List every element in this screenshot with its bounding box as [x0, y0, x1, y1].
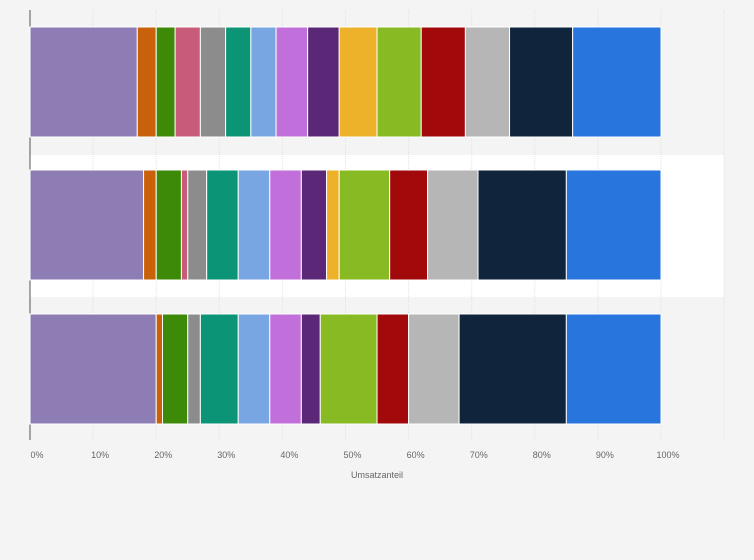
bar-segment-row3-series15[interactable] — [565, 313, 662, 425]
bar-segment-row3-series5[interactable] — [187, 313, 201, 425]
bar-segment-row1-series9[interactable] — [307, 26, 340, 138]
bar-segment-row2-series15[interactable] — [565, 169, 662, 281]
bar-segment-row3-series1[interactable] — [29, 313, 157, 425]
bar-segment-row2-series12[interactable] — [389, 169, 429, 281]
bar-segment-row3-series6[interactable] — [199, 313, 239, 425]
bar-segment-row3-series13[interactable] — [408, 313, 460, 425]
bar-segment-row1-series2[interactable] — [136, 26, 157, 138]
bar-segment-row2-series7[interactable] — [237, 169, 271, 281]
bar-segment-row1-series7[interactable] — [250, 26, 277, 138]
bar-segment-row1-series1[interactable] — [29, 26, 138, 138]
bars — [29, 26, 662, 425]
bar-segment-row2-series2[interactable] — [143, 169, 157, 281]
x-tick-label: 40% — [280, 450, 298, 460]
bar-segment-row1-series5[interactable] — [199, 26, 227, 138]
bar-segment-row3-series11[interactable] — [319, 313, 378, 425]
bar-segment-row2-series10[interactable] — [326, 169, 340, 281]
bar-segment-row2-series4[interactable] — [180, 169, 189, 281]
bar-segment-row1-series6[interactable] — [225, 26, 252, 138]
x-tick-labels: 0% 10% 20% 30% 40% 50% 60% 70% 80% 90% 100% — [30, 450, 679, 460]
bar-segment-row2-series9[interactable] — [300, 169, 328, 281]
x-tick-label: 10% — [91, 450, 109, 460]
bar-segment-row2-series5[interactable] — [187, 169, 208, 281]
x-tick-label: 90% — [596, 450, 614, 460]
bar-segment-row1-series8[interactable] — [275, 26, 309, 138]
bar-segment-row2-series6[interactable] — [206, 169, 239, 281]
x-tick-label: 20% — [154, 450, 172, 460]
bar-segment-row3-series9[interactable] — [300, 313, 321, 425]
bar-segment-row2-series8[interactable] — [269, 169, 302, 281]
bar-segment-row1-series13[interactable] — [464, 26, 511, 138]
x-tick-label: 80% — [533, 450, 551, 460]
bar-segment-row1-series4[interactable] — [174, 26, 201, 138]
bar-segment-row1-series11[interactable] — [376, 26, 422, 138]
bar-segment-row1-series10[interactable] — [338, 26, 378, 138]
bar-segment-row2-series1[interactable] — [29, 169, 145, 281]
x-tick-label: 0% — [30, 450, 43, 460]
bar-segment-row2-series3[interactable] — [155, 169, 182, 281]
x-tick-label: 30% — [217, 450, 235, 460]
bar-segment-row3-series2[interactable] — [155, 313, 164, 425]
bar-segment-row3-series7[interactable] — [237, 313, 271, 425]
bar-segment-row3-series8[interactable] — [269, 313, 302, 425]
bar-segment-row3-series14[interactable] — [458, 313, 567, 425]
x-tick-label: 70% — [470, 450, 488, 460]
x-tick-label: 100% — [656, 450, 679, 460]
bar-segment-row3-series12[interactable] — [376, 313, 410, 425]
bar-segment-row1-series3[interactable] — [155, 26, 176, 138]
x-tick-label: 50% — [343, 450, 361, 460]
bar-segment-row2-series11[interactable] — [338, 169, 391, 281]
bar-segment-row1-series14[interactable] — [509, 26, 574, 138]
x-tick-label: 60% — [407, 450, 425, 460]
bar-segment-row2-series14[interactable] — [477, 169, 567, 281]
bar-segment-row2-series13[interactable] — [427, 169, 479, 281]
x-axis-title: Umsatzanteil — [351, 470, 403, 480]
bar-segment-row1-series15[interactable] — [572, 26, 662, 138]
bar-segment-row1-series12[interactable] — [420, 26, 466, 138]
bar-segment-row3-series3[interactable] — [162, 313, 189, 425]
